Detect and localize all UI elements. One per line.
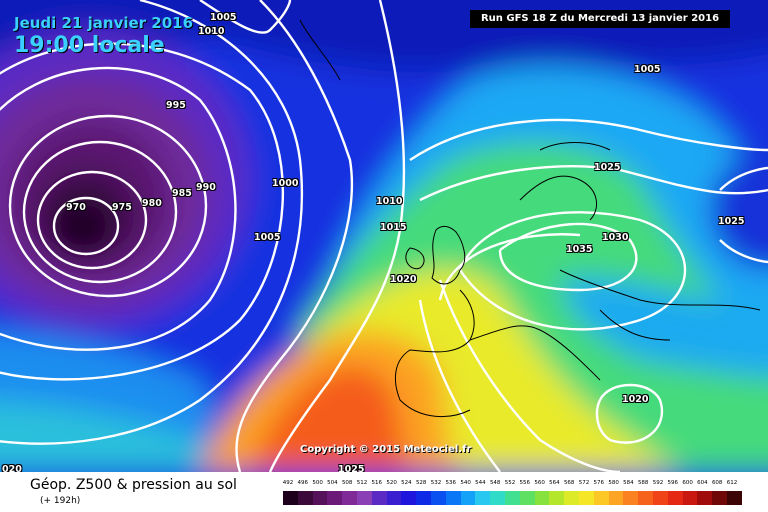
scale-swatch [327,491,343,505]
pressure-label: 1025 [718,216,745,227]
scale-tick: 516 [371,480,383,486]
pressure-label: 1035 [566,244,593,255]
forecast-time: 19:00 locale [14,33,165,58]
scale-swatch [312,491,328,505]
scale-swatch [519,491,536,505]
scale-tick: 600 [682,480,693,486]
pressure-label: 990 [196,182,216,193]
scale-tick: 512 [356,480,368,486]
scale-tick: 572 [578,480,590,486]
scale-tick: 548 [489,480,501,486]
forecast-date: Jeudi 21 janvier 2016 [14,14,194,32]
isobars [0,0,768,472]
pressure-label: 1030 [602,232,629,243]
weather-map: Jeudi 21 janvier 2016 19:00 locale Run G… [0,0,768,472]
run-info: Run GFS 18 Z du Mercredi 13 janvier 2016 [470,10,730,28]
scale-swatch [653,491,669,505]
scale-swatch [386,491,402,505]
scale-tick: 500 [312,480,323,486]
scale-tick: 584 [623,480,634,486]
scale-swatch [283,491,299,505]
scale-tick: 492 [282,480,294,486]
scale-swatch [475,491,491,505]
scale-tick: 520 [386,480,397,486]
scale-swatch [682,491,698,505]
pressure-label: 1020 [390,274,417,285]
pressure-label: 980 [142,198,162,209]
scale-swatch [460,491,476,505]
pressure-label: 1020 [622,394,649,405]
scale-swatch [297,491,314,505]
scale-tick: 536 [445,480,457,486]
pressure-label: 1010 [198,26,225,37]
pressure-label: 1010 [376,196,403,207]
scale-tick: 568 [563,480,575,486]
coastlines [299,19,761,418]
scale-tick: 508 [341,480,353,486]
scale-tick: 588 [637,480,649,486]
scale-tick: 608 [711,480,723,486]
scale-tick: 604 [697,480,708,486]
scale-tick: 564 [549,480,560,486]
scale-swatch [727,491,743,505]
scale-tick: 544 [475,480,486,486]
scale-swatch [623,491,639,505]
scale-tick: 556 [519,480,531,486]
scale-swatch [505,491,521,505]
scale-swatch [579,491,595,505]
pressure-label: 970 [66,202,86,213]
scale-swatch [401,491,417,505]
pressure-label: 1015 [380,222,407,233]
scale-tick: 524 [401,480,412,486]
scale-tick: 592 [652,480,664,486]
scale-swatch [564,491,580,505]
scale-swatch [549,491,565,505]
scale-tick: 612 [726,480,738,486]
scale-swatch [667,491,684,505]
scale-tick: 528 [415,480,427,486]
color-scale: 492 496 500 504 508 512 516 520 524 528 532 536 540 5… [283,480,753,508]
scale-swatch [697,491,713,505]
legend: Géop. Z500 & pression au sol (+ 192h) 49… [0,472,768,512]
scale-tick: 596 [667,480,679,486]
pressure-label: 995 [166,100,186,111]
scale-swatch [371,491,388,505]
scale-tick: 576 [593,480,605,486]
pressure-label: 1005 [254,232,281,243]
pressure-label: 1005 [210,12,237,23]
geopotential-field [0,0,768,472]
pressure-label: 020 [2,464,22,472]
pressure-label: 1025 [594,162,621,173]
scale-swatch [357,491,373,505]
scale-tick: 504 [327,480,338,486]
pressure-label: 985 [172,188,192,199]
scale-swatch [712,491,728,505]
scale-swatch [342,491,358,505]
scale-tick: 580 [608,480,619,486]
scale-tick: 532 [430,480,442,486]
scale-swatch [490,491,506,505]
copyright: Copyright © 2015 Meteociel.fr [300,444,472,455]
scale-swatch [608,491,624,505]
scale-swatch [534,491,550,505]
scale-swatch [431,491,447,505]
scale-tick: 560 [534,480,545,486]
legend-title: Géop. Z500 & pression au sol [30,477,237,493]
scale-swatch [638,491,654,505]
pressure-label: 1000 [272,178,299,189]
pressure-label: 1025 [338,464,365,472]
scale-tick: 552 [504,480,516,486]
pressure-label: 1005 [634,64,661,75]
scale-swatch [416,491,432,505]
scale-tick: 540 [460,480,471,486]
scale-swatch [593,491,610,505]
legend-subtitle: (+ 192h) [40,496,81,506]
scale-swatch [445,491,462,505]
scale-tick: 496 [297,480,309,486]
pressure-label: 975 [112,202,132,213]
